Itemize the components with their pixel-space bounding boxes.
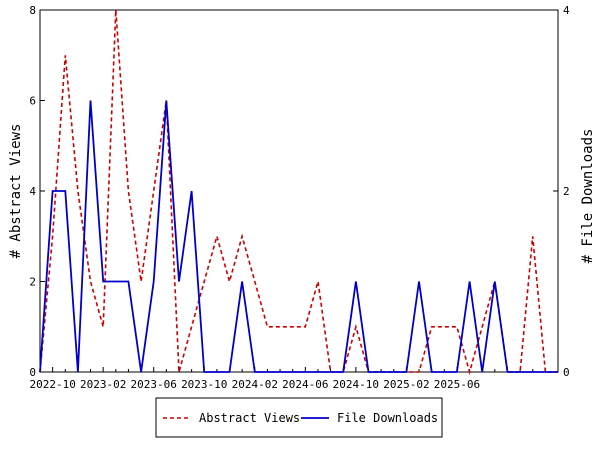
y-right-tick-label: 4 (563, 4, 570, 17)
x-tick-label: 2022-10 (29, 378, 75, 391)
series-lines (39, 9, 558, 375)
x-tick-label: 2023-02 (80, 378, 126, 391)
y-left-tick-label: 6 (29, 95, 36, 108)
x-tick-label: 2024-10 (333, 378, 379, 391)
x-tick-label: 2024-06 (282, 378, 328, 391)
y-left-tick-label: 0 (29, 366, 36, 379)
y-right-tick-label: 0 (563, 366, 570, 379)
x-tick-label: 2023-10 (181, 378, 227, 391)
x-tick-label: 2025-06 (434, 378, 480, 391)
y-axis-right-title: # File Downloads (580, 129, 596, 264)
x-tick-label: 2025-02 (383, 378, 429, 391)
x-tick-label: 2024-02 (232, 378, 278, 391)
legend-box (155, 397, 443, 438)
legend-label-file-downloads: File Downloads (337, 411, 438, 425)
y-left-tick-label: 4 (29, 185, 36, 198)
y-right-tick-label: 2 (563, 185, 570, 198)
series-line-file-downloads (39, 100, 558, 373)
y-axis-left-title: # Abstract Views (8, 124, 24, 259)
legend-label-abstract-views: Abstract Views (199, 411, 300, 425)
plot-frame (39, 9, 559, 373)
left-axis-ticks: 0 2 4 6 8 (29, 4, 45, 379)
x-tick-label: 2023-06 (131, 378, 177, 391)
y-left-tick-label: 2 (29, 276, 36, 289)
series-line-abstract-views (39, 9, 558, 375)
y-left-tick-label: 8 (29, 4, 36, 17)
legend: Abstract Views File Downloads (155, 397, 443, 438)
